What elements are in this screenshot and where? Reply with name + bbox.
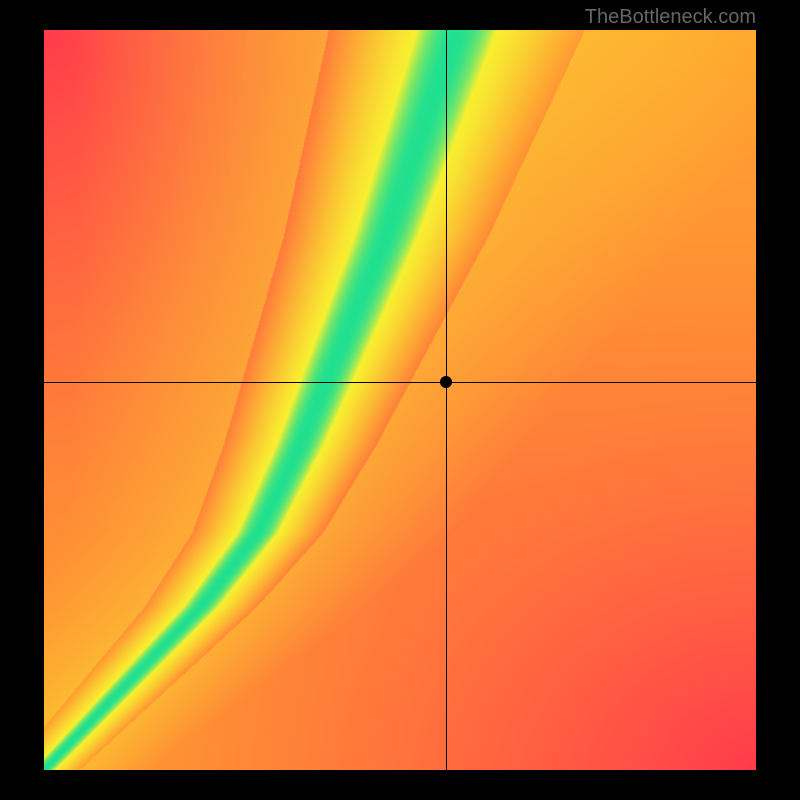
watermark-text: TheBottleneck.com	[585, 6, 756, 29]
heatmap-plot	[44, 30, 756, 770]
data-point-marker	[440, 376, 452, 388]
heatmap-canvas	[44, 30, 756, 770]
crosshair-vertical	[446, 30, 447, 770]
crosshair-horizontal	[44, 382, 756, 383]
